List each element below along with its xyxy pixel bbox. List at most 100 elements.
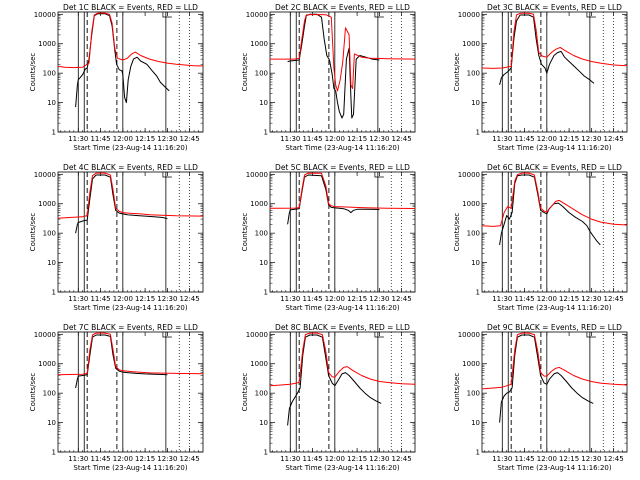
attenuator-step <box>374 332 384 338</box>
y-axis-label: Counts/sec <box>453 213 461 252</box>
plot-frame <box>269 171 416 293</box>
x-tick-label: 12:00 <box>537 135 557 143</box>
y-tick-label: 1 <box>476 449 480 457</box>
x-tick-label: 12:00 <box>113 135 133 143</box>
panel-title: Det 3C BLACK = Events, RED = LLD <box>487 3 622 12</box>
plot-frame <box>481 11 628 133</box>
x-tick-label: 12:00 <box>325 295 345 303</box>
x-tick-label: 12:30 <box>369 295 389 303</box>
panel-1: 1 10 100 1000 10000 11:30 11:45 12:00 12:15 12:30… <box>29 3 204 152</box>
x-tick-label: 12:00 <box>325 135 345 143</box>
y-tick-label: 100 <box>43 390 56 398</box>
x-tick-label: 12:15 <box>559 295 579 303</box>
y-tick-label: 1 <box>264 449 268 457</box>
x-tick-label: 12:45 <box>392 455 412 463</box>
series-line-events <box>287 334 382 426</box>
x-tick-label: 12:00 <box>113 455 133 463</box>
series-line-events <box>499 334 594 423</box>
series-line-lld <box>57 12 204 69</box>
x-tick-label: 11:45 <box>514 455 534 463</box>
x-tick-label: 12:15 <box>347 455 367 463</box>
panel-8: 1 10 100 1000 10000 11:30 11:45 12:00 12:15 12:30… <box>241 323 416 472</box>
x-tick-label: 12:00 <box>537 295 557 303</box>
y-tick-label: 10000 <box>458 11 480 19</box>
x-tick-label: 12:30 <box>369 135 389 143</box>
x-tick-label: 11:45 <box>302 295 322 303</box>
series-line-lld <box>269 14 416 92</box>
y-tick-label: 10000 <box>34 11 56 19</box>
x-tick-label: 12:30 <box>369 455 389 463</box>
y-tick-label: 1 <box>52 449 56 457</box>
y-tick-label: 10000 <box>458 171 480 179</box>
x-tick-label: 11:45 <box>90 135 110 143</box>
y-tick-label: 1 <box>264 129 268 137</box>
x-tick-label: 11:30 <box>280 455 300 463</box>
panel-title: Det 9C BLACK = Events, RED = LLD <box>487 323 622 332</box>
plot-frame <box>57 331 204 453</box>
y-axis-label: Counts/sec <box>241 53 249 92</box>
x-tick-label: 11:30 <box>68 455 88 463</box>
attenuator-step <box>586 332 596 338</box>
y-tick-label: 10 <box>259 99 268 107</box>
x-tick-label: 12:30 <box>581 455 601 463</box>
y-tick-label: 10 <box>259 259 268 267</box>
x-tick-label: 12:45 <box>604 295 624 303</box>
x-tick-label: 11:30 <box>280 295 300 303</box>
x-tick-label: 12:15 <box>347 295 367 303</box>
y-tick-label: 10000 <box>34 171 56 179</box>
series-line-lld <box>481 332 628 390</box>
x-tick-label: 11:30 <box>280 135 300 143</box>
panel-5: 1 10 100 1000 10000 11:30 11:45 12:00 12:15 12:30… <box>241 163 416 312</box>
x-tick-label: 12:15 <box>559 135 579 143</box>
y-tick-label: 100 <box>467 390 480 398</box>
y-tick-label: 10 <box>47 99 56 107</box>
x-axis-label: Start Time (23-Aug-14 11:16:20) <box>285 144 399 152</box>
y-tick-label: 1000 <box>250 200 268 208</box>
y-tick-label: 1000 <box>250 40 268 48</box>
x-tick-label: 12:45 <box>392 135 412 143</box>
y-tick-label: 10000 <box>246 171 268 179</box>
x-tick-label: 11:30 <box>68 135 88 143</box>
x-tick-label: 11:30 <box>492 295 512 303</box>
panel-9: 1 10 100 1000 10000 11:30 11:45 12:00 12:15 12:30… <box>453 323 628 472</box>
x-tick-label: 11:45 <box>90 295 110 303</box>
x-tick-label: 12:15 <box>135 135 155 143</box>
x-tick-label: 12:45 <box>604 455 624 463</box>
y-tick-label: 10 <box>471 99 480 107</box>
panel-title: Det 4C BLACK = Events, RED = LLD <box>63 163 198 172</box>
y-tick-label: 10 <box>47 419 56 427</box>
x-tick-label: 11:45 <box>90 455 110 463</box>
y-tick-label: 1000 <box>250 360 268 368</box>
panel-2: 1 10 100 1000 10000 11:30 11:45 12:00 12:15 12:30… <box>241 3 416 152</box>
plot-frame <box>481 331 628 453</box>
y-tick-label: 1000 <box>462 40 480 48</box>
attenuator-step <box>586 172 596 178</box>
series-line-lld <box>269 172 416 209</box>
panel-3: 1 10 100 1000 10000 11:30 11:45 12:00 12:15 12:30… <box>453 3 628 152</box>
x-axis-label: Start Time (23-Aug-14 11:16:20) <box>73 464 187 472</box>
y-axis-label: Counts/sec <box>453 53 461 92</box>
y-tick-label: 1 <box>476 129 480 137</box>
panel-title: Det 8C BLACK = Events, RED = LLD <box>275 323 410 332</box>
y-tick-label: 100 <box>467 230 480 238</box>
y-tick-label: 10000 <box>246 331 268 339</box>
x-axis-label: Start Time (23-Aug-14 11:16:20) <box>73 304 187 312</box>
series-line-lld <box>481 12 628 69</box>
y-tick-label: 10 <box>471 259 480 267</box>
x-tick-label: 11:30 <box>68 295 88 303</box>
plot-frame <box>269 11 416 133</box>
series-line-lld <box>481 172 628 227</box>
x-tick-label: 12:30 <box>581 295 601 303</box>
panel-title: Det 2C BLACK = Events, RED = LLD <box>275 3 410 12</box>
x-axis-label: Start Time (23-Aug-14 11:16:20) <box>497 304 611 312</box>
series-line-events <box>75 13 170 108</box>
series-line-events <box>287 13 380 119</box>
x-tick-label: 12:45 <box>392 295 412 303</box>
x-tick-label: 12:00 <box>113 295 133 303</box>
y-axis-label: Counts/sec <box>29 53 37 92</box>
panel-title: Det 1C BLACK = Events, RED = LLD <box>63 3 198 12</box>
y-tick-label: 100 <box>43 230 56 238</box>
y-tick-label: 1000 <box>462 200 480 208</box>
y-tick-label: 1 <box>476 289 480 297</box>
